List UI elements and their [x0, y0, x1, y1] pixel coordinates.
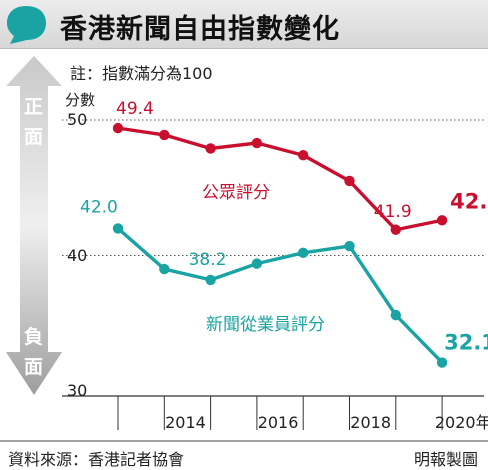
- speech-bubble-icon: [7, 6, 46, 44]
- y-tick-label: 40: [67, 245, 88, 265]
- data-point: [205, 143, 216, 154]
- positive-label-1: 正面: [24, 96, 44, 148]
- x-tick-label: 2018: [350, 413, 391, 432]
- data-label: 32.1: [444, 331, 488, 355]
- page-title: 香港新聞自由指數變化: [60, 14, 340, 45]
- y-tick-label: 50: [67, 110, 88, 129]
- chart-note: 註：指數滿分為100: [70, 64, 213, 83]
- data-point: [159, 263, 170, 275]
- data-point: [390, 309, 401, 321]
- series-line: [116, 227, 444, 364]
- x-tick-label: 2016: [258, 413, 299, 432]
- data-label: 42.0: [80, 197, 118, 217]
- data-label: 49.4: [116, 99, 154, 119]
- data-point: [159, 129, 170, 141]
- data-point: [436, 215, 448, 226]
- data-point: [251, 137, 263, 149]
- data-label: 41.9: [374, 202, 412, 222]
- series-name-label: 新聞從業員評分: [206, 315, 325, 335]
- positive-negative-arrow: [6, 56, 62, 395]
- credit: 明報製圖: [413, 450, 478, 469]
- series-name-label: 公眾評分: [202, 183, 270, 203]
- data-point: [298, 150, 309, 161]
- y-tick-label: 30: [67, 381, 88, 400]
- data-source: 資料來源：香港記者協會: [8, 450, 185, 469]
- data-point: [251, 258, 263, 269]
- data-point: [112, 223, 124, 234]
- series-line: [117, 126, 443, 232]
- data-point: [436, 357, 448, 368]
- x-tick-label: 2014: [165, 413, 206, 432]
- data-label: 42.6: [450, 189, 488, 213]
- data-label: 38.2: [189, 250, 227, 270]
- data-point: [344, 240, 355, 252]
- data-point: [390, 224, 401, 235]
- y-axis-unit: 分數: [65, 91, 96, 109]
- title-band: 香港新聞自由指數變化: [0, 0, 488, 49]
- data-point: [205, 274, 216, 286]
- x-tick-label: 2020年: [435, 413, 488, 432]
- data-point: [344, 175, 355, 187]
- data-point: [298, 247, 309, 258]
- data-point: [112, 122, 124, 134]
- negative-label-1: 負面: [24, 326, 44, 378]
